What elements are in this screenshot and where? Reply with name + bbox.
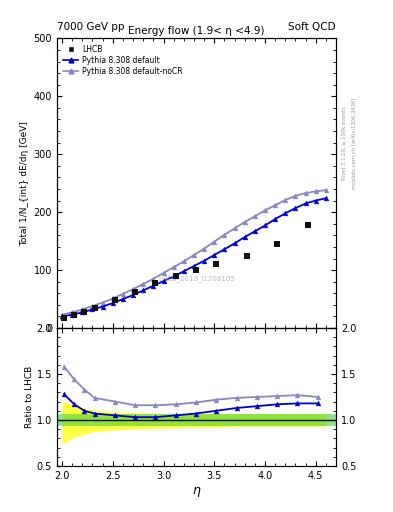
Point bbox=[112, 296, 118, 304]
Point bbox=[274, 240, 280, 248]
Point bbox=[244, 251, 250, 260]
Text: Rivet 3.1.10, ≥ 100k events: Rivet 3.1.10, ≥ 100k events bbox=[342, 106, 347, 180]
Point bbox=[81, 308, 88, 316]
Legend: LHCB, Pythia 8.308 default, Pythia 8.308 default-noCR: LHCB, Pythia 8.308 default, Pythia 8.308… bbox=[61, 42, 185, 78]
Point bbox=[92, 304, 98, 312]
Text: Soft QCD: Soft QCD bbox=[288, 22, 336, 32]
X-axis label: η: η bbox=[193, 483, 200, 497]
Point bbox=[173, 272, 179, 280]
Title: Energy flow (1.9< η <4.9): Energy flow (1.9< η <4.9) bbox=[128, 26, 265, 36]
Text: 7000 GeV pp: 7000 GeV pp bbox=[57, 22, 125, 32]
Text: mcplots.cern.ch [arXiv:1306.3436]: mcplots.cern.ch [arXiv:1306.3436] bbox=[352, 98, 357, 189]
Point bbox=[132, 288, 138, 296]
Point bbox=[61, 313, 67, 322]
Y-axis label: Total 1/N_{int} dE/dη [GeV]: Total 1/N_{int} dE/dη [GeV] bbox=[20, 121, 29, 246]
Y-axis label: Ratio to LHCB: Ratio to LHCB bbox=[25, 366, 34, 428]
Point bbox=[193, 266, 199, 274]
Point bbox=[213, 260, 219, 268]
Point bbox=[71, 311, 77, 319]
Point bbox=[152, 280, 158, 288]
Point bbox=[305, 221, 311, 229]
Text: LHCB_2013_I1208105: LHCB_2013_I1208105 bbox=[158, 275, 235, 282]
